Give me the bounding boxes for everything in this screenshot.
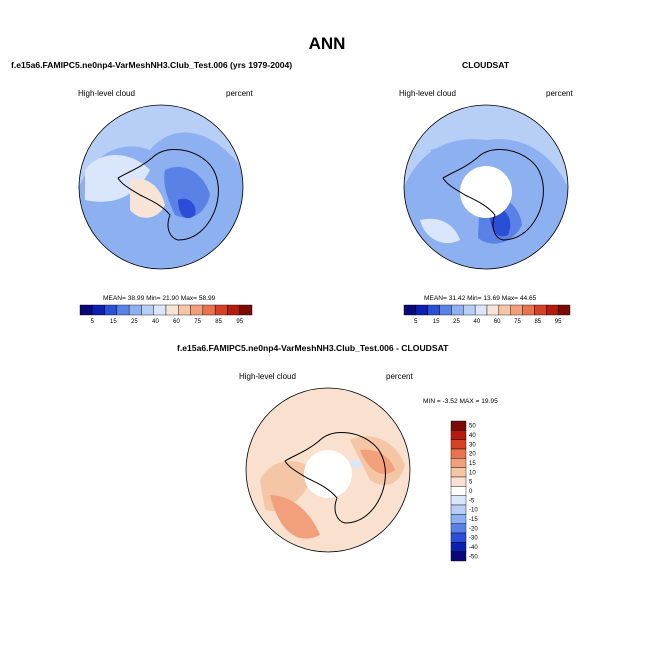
model-colorbar-tick-label: 25	[131, 319, 138, 325]
diff-polar-map	[246, 388, 410, 552]
model-units-label: percent	[226, 89, 253, 98]
diff-colorbar-tick-label: -30	[469, 536, 478, 542]
model-colorbar-swatch	[92, 304, 105, 316]
model-colorbar: 5 15 25 40 60 75 85 95	[79, 304, 253, 325]
obs-colorbar-tick-label: 95	[555, 319, 562, 325]
diff-colorbar-swatch	[450, 486, 467, 496]
diff-panel-title: f.e15a6.FAMIPC5.ne0np4-VarMeshNH3.Club_T…	[177, 343, 449, 353]
model-colorbar-swatch	[141, 304, 154, 316]
model-colorbar-tick-label: 75	[194, 319, 201, 325]
diff-colorbar-tick-label: -40	[469, 545, 478, 551]
diff-variable-label: High-level cloud	[239, 372, 296, 381]
obs-colorbar-swatch	[486, 304, 500, 316]
diff-antarctica-coastline	[284, 432, 386, 524]
diff-colorbar-tick-label: 15	[469, 461, 476, 467]
obs-polar-map	[404, 105, 568, 269]
diff-colorbar-tick-label: 20	[469, 452, 476, 458]
model-colorbar-tick-label: 40	[152, 319, 159, 325]
obs-colorbar-tick-label: 25	[453, 319, 460, 325]
model-colorbar-swatch	[190, 304, 204, 316]
model-colorbar-swatch	[79, 304, 93, 316]
model-colorbar-swatch	[214, 304, 228, 316]
diff-colorbar-tick-label: 5	[469, 480, 473, 486]
diff-colorbar-swatch	[450, 532, 467, 543]
diff-colorbar-tick-label: 30	[469, 442, 476, 448]
obs-colorbar-tick-label: 15	[433, 319, 440, 325]
diff-colorbar-swatch	[450, 458, 467, 468]
model-colorbar-swatch	[239, 304, 253, 316]
diff-colorbar-swatch	[450, 514, 467, 524]
diff-colorbar-swatch	[450, 523, 467, 534]
diff-colorbar-swatch	[450, 439, 467, 450]
diff-colorbar-tick-label: -5	[469, 498, 475, 504]
model-stats: MEAN= 38.99 Min= 21.90 Max= 58.99	[103, 295, 216, 302]
diff-colorbar-swatch	[450, 551, 467, 562]
diff-colorbar-swatch	[450, 542, 467, 552]
model-antarctica-coastline	[117, 149, 219, 241]
model-colorbar-tick-label: 85	[215, 319, 222, 325]
diff-colorbar-tick-label: -20	[469, 526, 478, 532]
obs-colorbar: 5 15 25 40 60 75 85 95	[403, 304, 571, 325]
obs-colorbar-swatch	[403, 304, 417, 316]
obs-colorbar-swatch	[498, 304, 511, 316]
obs-colorbar-swatch	[463, 304, 476, 316]
diff-colorbar-tick-label: -10	[469, 508, 478, 514]
obs-colorbar-swatch	[510, 304, 523, 316]
page-title: ANN	[308, 34, 346, 53]
obs-variable-label: High-level cloud	[399, 89, 456, 98]
obs-stats: MEAN= 31.42 Min= 13.69 Max= 44.65	[424, 295, 537, 302]
model-colorbar-swatch	[227, 304, 240, 316]
model-colorbar-tick-label: 60	[173, 319, 180, 325]
obs-units-label: percent	[546, 89, 573, 98]
obs-colorbar-swatch	[522, 304, 535, 316]
obs-panel-title: CLOUDSAT	[462, 60, 510, 70]
diff-colorbar-tick-label: 50	[469, 424, 476, 430]
diff-colorbar-tick-label: 40	[469, 433, 476, 439]
diff-colorbar-tick-label: 10	[469, 470, 476, 476]
diff-colorbar-swatch	[450, 495, 467, 506]
diff-stats: MIN = -3.52 MAX = 19.95	[423, 398, 498, 405]
obs-antarctica-coastline	[442, 149, 544, 241]
model-colorbar-swatch	[153, 304, 167, 316]
obs-colorbar-swatch	[534, 304, 547, 316]
diff-colorbar-swatch	[450, 420, 467, 431]
model-colorbar-swatch	[128, 304, 142, 316]
model-variable-label: High-level cloud	[78, 89, 135, 98]
diff-colorbar-tick-label: -50	[469, 554, 478, 560]
diff-colorbar-swatch	[450, 448, 467, 459]
model-polar-map	[79, 105, 243, 269]
obs-colorbar-swatch	[451, 304, 464, 316]
model-colorbar-swatch	[165, 304, 179, 316]
model-colorbar-tick-label: 15	[110, 319, 117, 325]
obs-colorbar-swatch	[557, 304, 571, 316]
obs-colorbar-tick-label: 40	[473, 319, 480, 325]
obs-colorbar-tick-label: 75	[514, 319, 521, 325]
obs-colorbar-swatch	[427, 304, 440, 316]
diff-colorbar-swatch	[450, 504, 467, 515]
diff-colorbar-tick-label: -15	[469, 517, 478, 523]
model-colorbar-swatch	[202, 304, 216, 316]
obs-colorbar-swatch	[439, 304, 452, 316]
obs-colorbar-swatch	[415, 304, 428, 316]
model-panel-title: f.e15a6.FAMIPC5.ne0np4-VarMeshNH3.Club_T…	[11, 60, 293, 70]
diff-units-label: percent	[386, 372, 413, 381]
obs-colorbar-swatch	[546, 304, 559, 316]
obs-colorbar-swatch	[474, 304, 488, 316]
obs-colorbar-tick-label: 85	[534, 319, 541, 325]
diff-colorbar-swatch	[450, 476, 467, 487]
diff-colorbar-tick-label: 0	[469, 489, 473, 495]
obs-colorbar-tick-label: 5	[414, 319, 418, 325]
model-colorbar-swatch	[104, 304, 118, 316]
model-colorbar-tick-label: 5	[91, 319, 95, 325]
obs-colorbar-tick-label: 60	[494, 319, 501, 325]
diff-colorbar-swatch	[450, 430, 467, 440]
model-colorbar-tick-label: 95	[236, 319, 243, 325]
model-colorbar-swatch	[116, 304, 130, 316]
diff-colorbar-swatch	[450, 467, 467, 478]
model-colorbar-swatch	[178, 304, 191, 316]
